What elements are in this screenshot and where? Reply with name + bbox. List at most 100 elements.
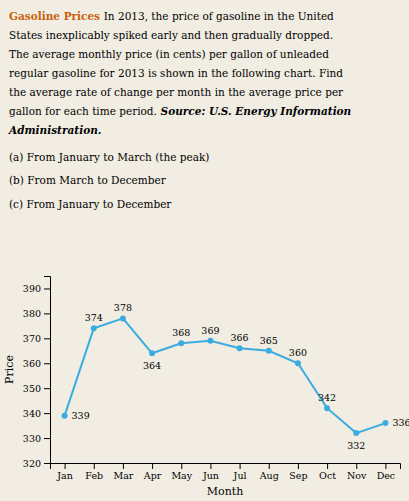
- x-tick-label: Jul: [233, 470, 247, 481]
- x-tick-label: Jan: [56, 470, 73, 481]
- data-label: 364: [143, 360, 161, 371]
- marker: [178, 340, 184, 346]
- y-tick-mark: [44, 313, 50, 314]
- marker: [62, 413, 68, 419]
- marker: [120, 315, 126, 321]
- y-tick-mark: [44, 413, 50, 414]
- data-label: 360: [289, 347, 307, 358]
- y-axis-line: [44, 277, 51, 464]
- annotation: regular gasoline for 2013 is shown in th…: [9, 67, 343, 79]
- data-label: 378: [114, 302, 132, 313]
- annotation: the average rate of change per month in …: [9, 86, 344, 98]
- y-tick: 330: [23, 433, 50, 444]
- y-tick: 340: [23, 408, 50, 419]
- marker: [237, 345, 243, 351]
- marker: [295, 360, 301, 366]
- x-tick-label: Aug: [259, 470, 279, 481]
- x-tick-label: Sep: [289, 470, 307, 481]
- y-tick-label: 350: [23, 383, 41, 394]
- y-tick: 380: [23, 308, 50, 319]
- x-tick-label: Feb: [85, 470, 103, 481]
- data-label: 336: [392, 417, 409, 428]
- y-axis: 320 330 340 350 360 370 380 390: [23, 277, 51, 469]
- y-tick-mark: [44, 363, 50, 364]
- x-tick: Apr: [143, 463, 162, 481]
- annotation: Source: U.S. Energy Information: [161, 105, 352, 117]
- x-tick-mark: [269, 463, 270, 469]
- x-axis: Jan Feb Mar Apr May Jun Jul Aug Sep Oct Nov Dec: [51, 463, 401, 481]
- y-tick-mark: [44, 463, 50, 464]
- annotation: gallon for each time period.: [9, 105, 157, 117]
- x-tick-mark: [240, 463, 241, 469]
- x-tick-mark: [356, 463, 357, 469]
- text-block: Gasoline PricesIn 2013, the price of gas…: [8, 10, 351, 210]
- data-label: 368: [172, 327, 190, 338]
- y-axis-title: Price: [3, 355, 16, 384]
- annotation: The average monthly price (in cents) per…: [9, 48, 329, 60]
- x-tick-mark: [152, 463, 153, 469]
- x-tick: Jun: [202, 463, 219, 481]
- data-label: 366: [231, 332, 249, 343]
- y-tick: 320: [23, 458, 50, 469]
- x-tick-mark: [327, 463, 328, 469]
- x-tick: Oct: [319, 463, 336, 481]
- y-tick: 360: [23, 358, 50, 369]
- x-tick-mark: [65, 463, 66, 469]
- y-tick-label: 380: [23, 308, 41, 319]
- x-tick: Dec: [377, 463, 396, 481]
- y-tick-mark: [44, 288, 50, 289]
- y-tick-label: 340: [23, 408, 41, 419]
- y-tick-mark: [44, 388, 50, 389]
- data-labels: 339374378364368369366365360342332336: [72, 302, 409, 450]
- y-tick: 350: [23, 383, 50, 394]
- x-tick: Nov: [347, 463, 367, 481]
- x-tick-label: Oct: [319, 470, 336, 481]
- x-tick-label: Nov: [347, 470, 367, 481]
- y-tick-mark: [44, 438, 50, 439]
- annotation: (a) From January to March (the peak): [9, 151, 209, 163]
- x-tick-label: Jun: [202, 470, 219, 481]
- plot: JanFebMarAprMayJunJulAugSepOctNovDec3203…: [23, 277, 409, 481]
- x-axis-line: [51, 464, 401, 470]
- marker: [353, 430, 359, 436]
- x-tick-label: Dec: [377, 470, 396, 481]
- x-tick-mark: [94, 463, 95, 469]
- y-tick: 390: [23, 283, 50, 294]
- marker: [266, 348, 272, 354]
- x-tick-mark: [210, 463, 211, 469]
- series: [62, 315, 389, 436]
- annotation: In 2013, the price of gasoline in the Un…: [104, 10, 334, 22]
- data-label: 339: [72, 410, 90, 421]
- chart: Gasoline PricesIn 2013, the price of gas…: [0, 0, 409, 501]
- y-tick-label: 370: [23, 333, 41, 344]
- x-tick: Jan: [56, 463, 73, 481]
- x-axis-title: Month: [207, 485, 243, 498]
- x-tick-label: May: [171, 470, 192, 481]
- annotation: (c) From January to December: [9, 198, 172, 210]
- x-tick-label: Apr: [143, 470, 162, 481]
- x-tick: Aug: [259, 463, 279, 481]
- marker: [207, 338, 213, 344]
- x-tick: Mar: [113, 463, 133, 481]
- data-label: 342: [318, 392, 336, 403]
- data-label: 369: [201, 325, 219, 336]
- x-tick: Jul: [233, 463, 247, 481]
- line: [65, 318, 386, 433]
- x-tick-mark: [385, 463, 386, 469]
- marker: [382, 420, 388, 426]
- y-tick-mark: [44, 338, 50, 339]
- y-tick-label: 320: [23, 458, 41, 469]
- x-tick-mark: [181, 463, 182, 469]
- y-tick-label: 360: [23, 358, 41, 369]
- x-tick: Sep: [289, 463, 307, 481]
- data-label: 365: [260, 335, 278, 346]
- marker: [149, 350, 155, 356]
- x-tick: Feb: [85, 463, 103, 481]
- annotation: (b) From March to December: [9, 174, 167, 186]
- data-label: 332: [347, 440, 365, 451]
- y-tick-label: 330: [23, 433, 41, 444]
- marker: [91, 325, 97, 331]
- x-tick-mark: [298, 463, 299, 469]
- y-tick-label: 390: [23, 283, 41, 294]
- x-tick: May: [171, 463, 192, 481]
